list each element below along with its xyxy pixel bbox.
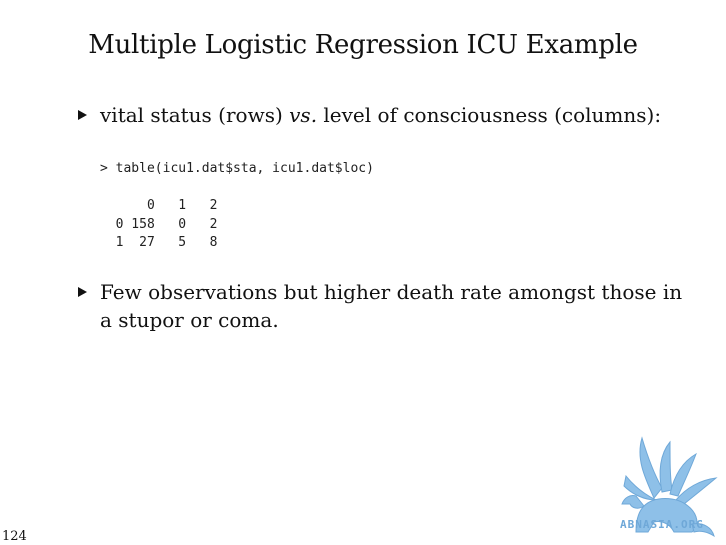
bullet-text: vital status (rows) vs. level of conscio…	[100, 101, 661, 129]
bullet-line: Few observations but higher death rate a…	[100, 280, 683, 304]
bullet-marker-icon	[78, 110, 87, 120]
bullet-text: Few observations but higher death rate a…	[100, 278, 682, 334]
code-block: > table(icu1.dat$sta, icu1.dat$loc) 0 1 …	[100, 160, 374, 253]
bullet-marker-icon	[78, 287, 87, 297]
table-row: 1 27 5 8	[100, 235, 218, 250]
page-number: 124	[2, 529, 27, 544]
bullet-line: a stupor or coma.	[100, 308, 279, 332]
bullet-text-part: level of consciousness (columns):	[317, 103, 662, 127]
table-header-row: 0 1 2	[100, 198, 218, 213]
logo-text: ABNASIA.ORG	[620, 518, 704, 531]
code-command: > table(icu1.dat$sta, icu1.dat$loc)	[100, 161, 374, 176]
table-row: 0 158 0 2	[100, 216, 218, 232]
griffin-logo-icon	[621, 436, 718, 538]
bullet-text-part: vital status (rows)	[100, 103, 290, 127]
slide-title: Multiple Logistic Regression ICU Example	[88, 30, 638, 60]
bullet-text-italic: vs.	[289, 103, 318, 127]
